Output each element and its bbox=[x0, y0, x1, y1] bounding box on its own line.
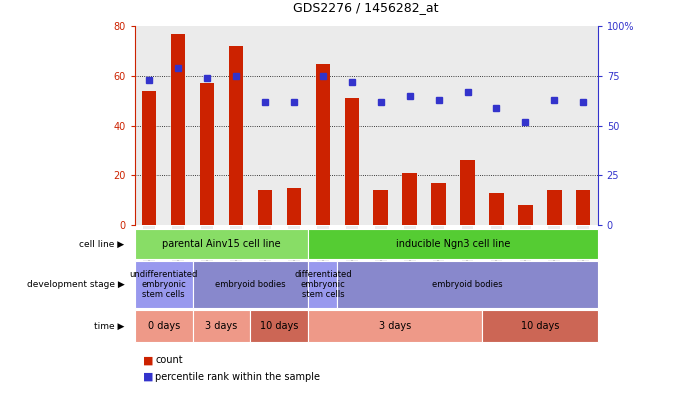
Bar bbox=[373, 190, 388, 225]
Bar bbox=[431, 183, 446, 225]
Bar bbox=[489, 192, 504, 225]
Bar bbox=[460, 160, 475, 225]
Text: 0 days: 0 days bbox=[148, 321, 180, 331]
Bar bbox=[345, 98, 359, 225]
Text: parental Ainv15 cell line: parental Ainv15 cell line bbox=[162, 239, 281, 249]
Text: time ▶: time ▶ bbox=[94, 322, 124, 330]
Bar bbox=[200, 83, 214, 225]
Bar bbox=[547, 190, 562, 225]
Text: cell line ▶: cell line ▶ bbox=[79, 239, 124, 249]
Text: percentile rank within the sample: percentile rank within the sample bbox=[155, 372, 321, 382]
Text: 10 days: 10 days bbox=[520, 321, 559, 331]
Bar bbox=[142, 91, 156, 225]
Bar bbox=[576, 190, 591, 225]
Bar bbox=[171, 34, 185, 225]
Text: embryoid bodies: embryoid bodies bbox=[432, 280, 503, 289]
Text: differentiated
embryonic
stem cells: differentiated embryonic stem cells bbox=[294, 270, 352, 299]
Text: development stage ▶: development stage ▶ bbox=[27, 280, 124, 289]
Text: 10 days: 10 days bbox=[261, 321, 299, 331]
Bar bbox=[316, 64, 330, 225]
Text: ■: ■ bbox=[143, 372, 153, 382]
Text: GDS2276 / 1456282_at: GDS2276 / 1456282_at bbox=[294, 1, 439, 14]
Text: count: count bbox=[155, 356, 183, 365]
Bar bbox=[402, 173, 417, 225]
Text: 3 days: 3 days bbox=[205, 321, 238, 331]
Text: embryoid bodies: embryoid bodies bbox=[215, 280, 286, 289]
Text: undifferentiated
embryonic
stem cells: undifferentiated embryonic stem cells bbox=[129, 270, 198, 299]
Text: ■: ■ bbox=[143, 356, 153, 365]
Bar bbox=[229, 46, 243, 225]
Bar bbox=[287, 188, 301, 225]
Text: 3 days: 3 days bbox=[379, 321, 411, 331]
Bar bbox=[258, 190, 272, 225]
Bar bbox=[518, 205, 533, 225]
Text: inducible Ngn3 cell line: inducible Ngn3 cell line bbox=[396, 239, 510, 249]
